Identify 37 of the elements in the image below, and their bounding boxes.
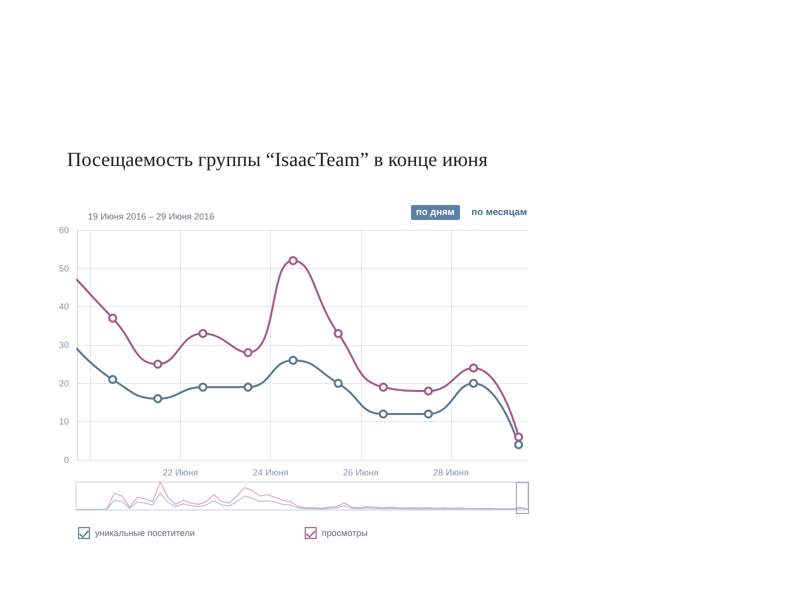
point	[378, 410, 388, 418]
point	[288, 256, 298, 266]
point	[244, 348, 253, 358]
legend-label: уникальные посетители	[95, 528, 195, 538]
x-tick-label: 24 Июня	[252, 468, 288, 478]
point	[378, 382, 388, 392]
point	[153, 360, 162, 369]
point	[198, 382, 208, 392]
point	[514, 440, 524, 450]
text: по месяцам	[472, 207, 527, 218]
point	[108, 375, 118, 384]
point	[514, 432, 524, 442]
point	[424, 386, 433, 396]
y-tick-label: 20	[58, 378, 69, 388]
legend-label: просмотры	[322, 528, 368, 538]
y-tick-label: 50	[58, 263, 69, 274]
y-tick-label: 10	[58, 416, 69, 427]
point	[244, 382, 253, 392]
point	[153, 394, 162, 404]
x-tick-label: 26 Июня	[342, 468, 379, 478]
y-tick-label: 60	[58, 225, 69, 235]
chart-title: Посещаемость группы “IsaacTeam” в конце июня	[67, 149, 488, 171]
x-tick-label: 28 Июня	[433, 468, 469, 478]
y-tick-label: 0	[64, 455, 69, 465]
y-tick-label: 30	[58, 340, 69, 350]
chart-subtitle: 19 Июня 2016 – 29 Июня 2016	[88, 212, 214, 222]
x-tick-label: 22 Июня	[162, 468, 198, 478]
point	[424, 410, 433, 418]
point	[198, 329, 208, 338]
point	[469, 378, 478, 388]
point	[334, 378, 343, 388]
y-tick-label: 40	[58, 302, 69, 312]
point	[288, 356, 298, 365]
point	[469, 364, 478, 372]
point	[334, 329, 343, 338]
point	[108, 314, 118, 323]
button: по дням	[411, 205, 460, 220]
